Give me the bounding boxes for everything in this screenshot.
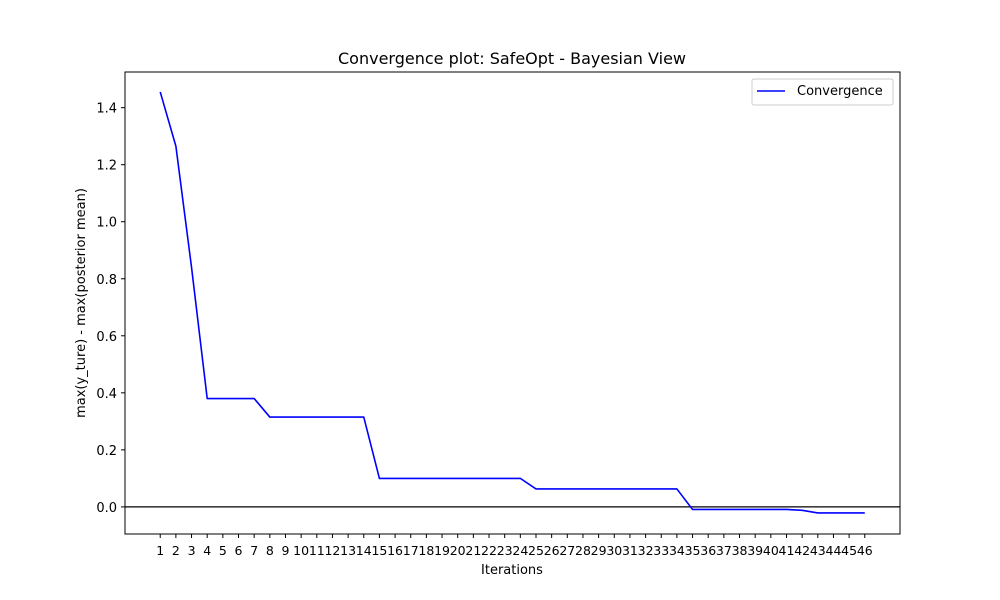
x-axis-label: Iterations [481,563,543,578]
x-tick-label: 20 [450,543,466,558]
x-tick-label: 7 [250,543,258,558]
x-tick-label: 17 [403,543,419,558]
x-tick-label: 1 [156,543,164,558]
x-tick-label: 2 [172,543,180,558]
legend-label-convergence: Convergence [797,84,883,99]
x-tick-label: 29 [591,543,607,558]
x-tick-label: 19 [434,543,450,558]
x-tick-label: 44 [826,543,842,558]
x-tick-label: 27 [559,543,575,558]
y-tick-label: 0.8 [96,273,117,288]
y-tick-label: 1.2 [96,159,117,174]
x-tick-label: 9 [282,543,290,558]
x-tick-label: 25 [528,543,544,558]
x-tick-label: 30 [606,543,622,558]
x-tick-label: 28 [575,543,591,558]
legend-box [751,78,894,106]
x-tick-label: 41 [779,543,795,558]
x-tick-label: 22 [481,543,497,558]
y-tick-label: 0.4 [96,387,117,402]
x-tick-label: 33 [653,543,669,558]
x-tick-label: 5 [219,543,227,558]
x-tick-label: 34 [669,543,685,558]
x-tick-label: 42 [794,543,810,558]
x-tick-label: 46 [857,543,873,558]
x-tick-label: 16 [387,543,403,558]
x-tick-label: 15 [371,543,387,558]
y-tick-label: 0.6 [96,330,117,345]
x-tick-label: 40 [763,543,779,558]
x-tick-label: 13 [340,543,356,558]
x-tick-label: 43 [810,543,826,558]
x-tick-label: 31 [622,543,638,558]
x-tick-label: 18 [418,543,434,558]
x-tick-label: 6 [235,543,243,558]
y-tick-label: 1.0 [96,216,117,231]
y-tick-label: 0.2 [96,444,117,459]
x-tick-label: 24 [512,543,528,558]
x-tick-label: 21 [465,543,481,558]
x-tick-label: 26 [544,543,560,558]
x-tick-label: 36 [700,543,716,558]
x-tick-label: 14 [356,543,372,558]
x-tick-label: 37 [716,543,732,558]
plot-area [124,71,901,535]
y-tick-label: 0.0 [96,501,117,516]
x-tick-label: 11 [309,543,325,558]
x-tick-label: 35 [685,543,701,558]
series-line-convergence [159,91,865,514]
x-tick-label: 3 [188,543,196,558]
x-tick-label: 12 [324,543,340,558]
x-tick-label: 10 [293,543,309,558]
x-tick-label: 39 [747,543,763,558]
x-tick-label: 4 [203,543,211,558]
x-tick-label: 38 [732,543,748,558]
y-axis-label: max(y_ture) - max(posterior mean) [74,188,89,418]
y-tick-label: 1.4 [96,102,117,117]
x-tick-label: 45 [841,543,857,558]
x-tick-label: 32 [638,543,654,558]
x-tick-label: 8 [266,543,274,558]
chart-title: Convergence plot: SafeOpt - Bayesian Vie… [338,49,686,68]
legend: Convergence [751,78,894,106]
x-tick-label: 23 [497,543,513,558]
